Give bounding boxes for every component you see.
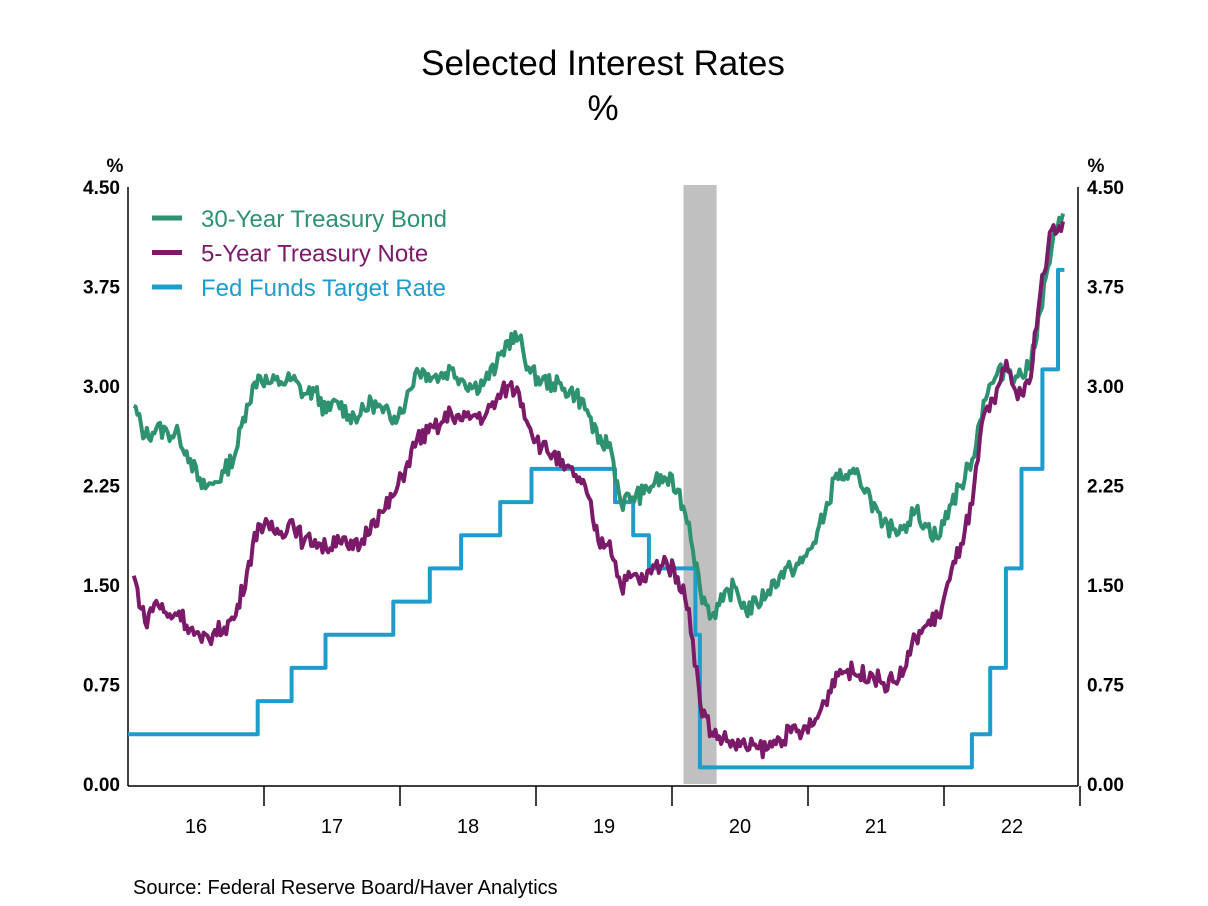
- y-tick-label-right: 3.75: [1087, 278, 1124, 299]
- y-tick-label-right: 1.50: [1087, 576, 1124, 597]
- series-line-fed-funds-target-rate: [128, 267, 1065, 770]
- y-axis-left-unit: %: [107, 156, 124, 177]
- x-tick-label: 17: [321, 816, 343, 838]
- y-tick-label-left: 0.00: [83, 775, 120, 796]
- y-tick-label-right: 0.75: [1087, 676, 1124, 697]
- y-tick-label-left: 2.25: [83, 477, 120, 498]
- legend-label: 5-Year Treasury Note: [201, 241, 428, 268]
- y-tick-label-left: 1.50: [83, 576, 120, 597]
- legend-label: 30-Year Treasury Bond: [201, 206, 447, 233]
- chart-title: Selected Interest Rates: [421, 44, 785, 83]
- y-tick-label-right: 2.25: [1087, 477, 1124, 498]
- x-tick-label: 20: [729, 816, 751, 838]
- y-tick-label-right: 3.00: [1087, 377, 1124, 398]
- x-tick-label: 22: [1001, 816, 1023, 838]
- x-tick-label: 19: [593, 816, 615, 838]
- y-tick-label-right: 4.50: [1087, 178, 1124, 199]
- y-tick-label-left: 3.00: [83, 377, 120, 398]
- source-note: Source: Federal Reserve Board/Haver Anal…: [133, 877, 558, 899]
- legend-label: Fed Funds Target Rate: [201, 275, 446, 302]
- y-tick-label-right: 0.00: [1087, 775, 1124, 796]
- x-tick-label: 16: [185, 816, 207, 838]
- series-line-5-year-treasury-note: [131, 221, 1065, 760]
- series-line-30-year-treasury-bond: [132, 213, 1065, 621]
- y-tick-label-left: 3.75: [83, 278, 120, 299]
- y-tick-label-left: 0.75: [83, 676, 120, 697]
- chart-subtitle: %: [587, 89, 618, 128]
- x-tick-label: 18: [457, 816, 479, 838]
- x-tick-label: 21: [865, 816, 887, 838]
- y-tick-label-left: 4.50: [83, 178, 120, 199]
- y-axis-right-unit: %: [1088, 156, 1105, 177]
